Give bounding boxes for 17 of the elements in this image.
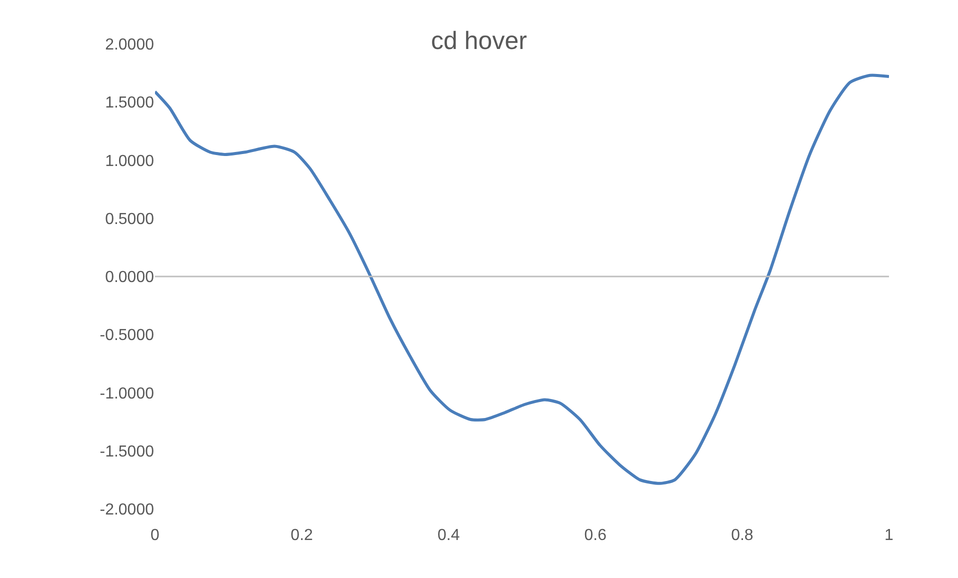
x-tick-label: 0 bbox=[150, 527, 160, 544]
y-tick-label: 1.5000 bbox=[105, 94, 154, 112]
x-tick-label: 0.4 bbox=[437, 527, 460, 544]
y-tick-label: -2.0000 bbox=[100, 502, 154, 519]
y-tick-label: 0.0000 bbox=[105, 269, 154, 286]
y-tick-label: 2.0000 bbox=[105, 36, 154, 54]
chart-title: cd hover bbox=[431, 27, 527, 56]
y-tick-label: -1.5000 bbox=[100, 443, 154, 460]
line-series bbox=[155, 74, 889, 485]
y-tick-label: -1.0000 bbox=[100, 385, 154, 402]
x-tick-label: 0.8 bbox=[731, 527, 754, 544]
y-tick-label: 1.0000 bbox=[105, 152, 154, 170]
x-tick-label: 0.6 bbox=[584, 527, 607, 544]
x-tick-label: 0.2 bbox=[290, 527, 314, 544]
x-tick-label: 1 bbox=[884, 527, 894, 544]
y-tick-label: 0.5000 bbox=[105, 210, 154, 228]
y-tick-label: -0.5000 bbox=[100, 327, 154, 344]
